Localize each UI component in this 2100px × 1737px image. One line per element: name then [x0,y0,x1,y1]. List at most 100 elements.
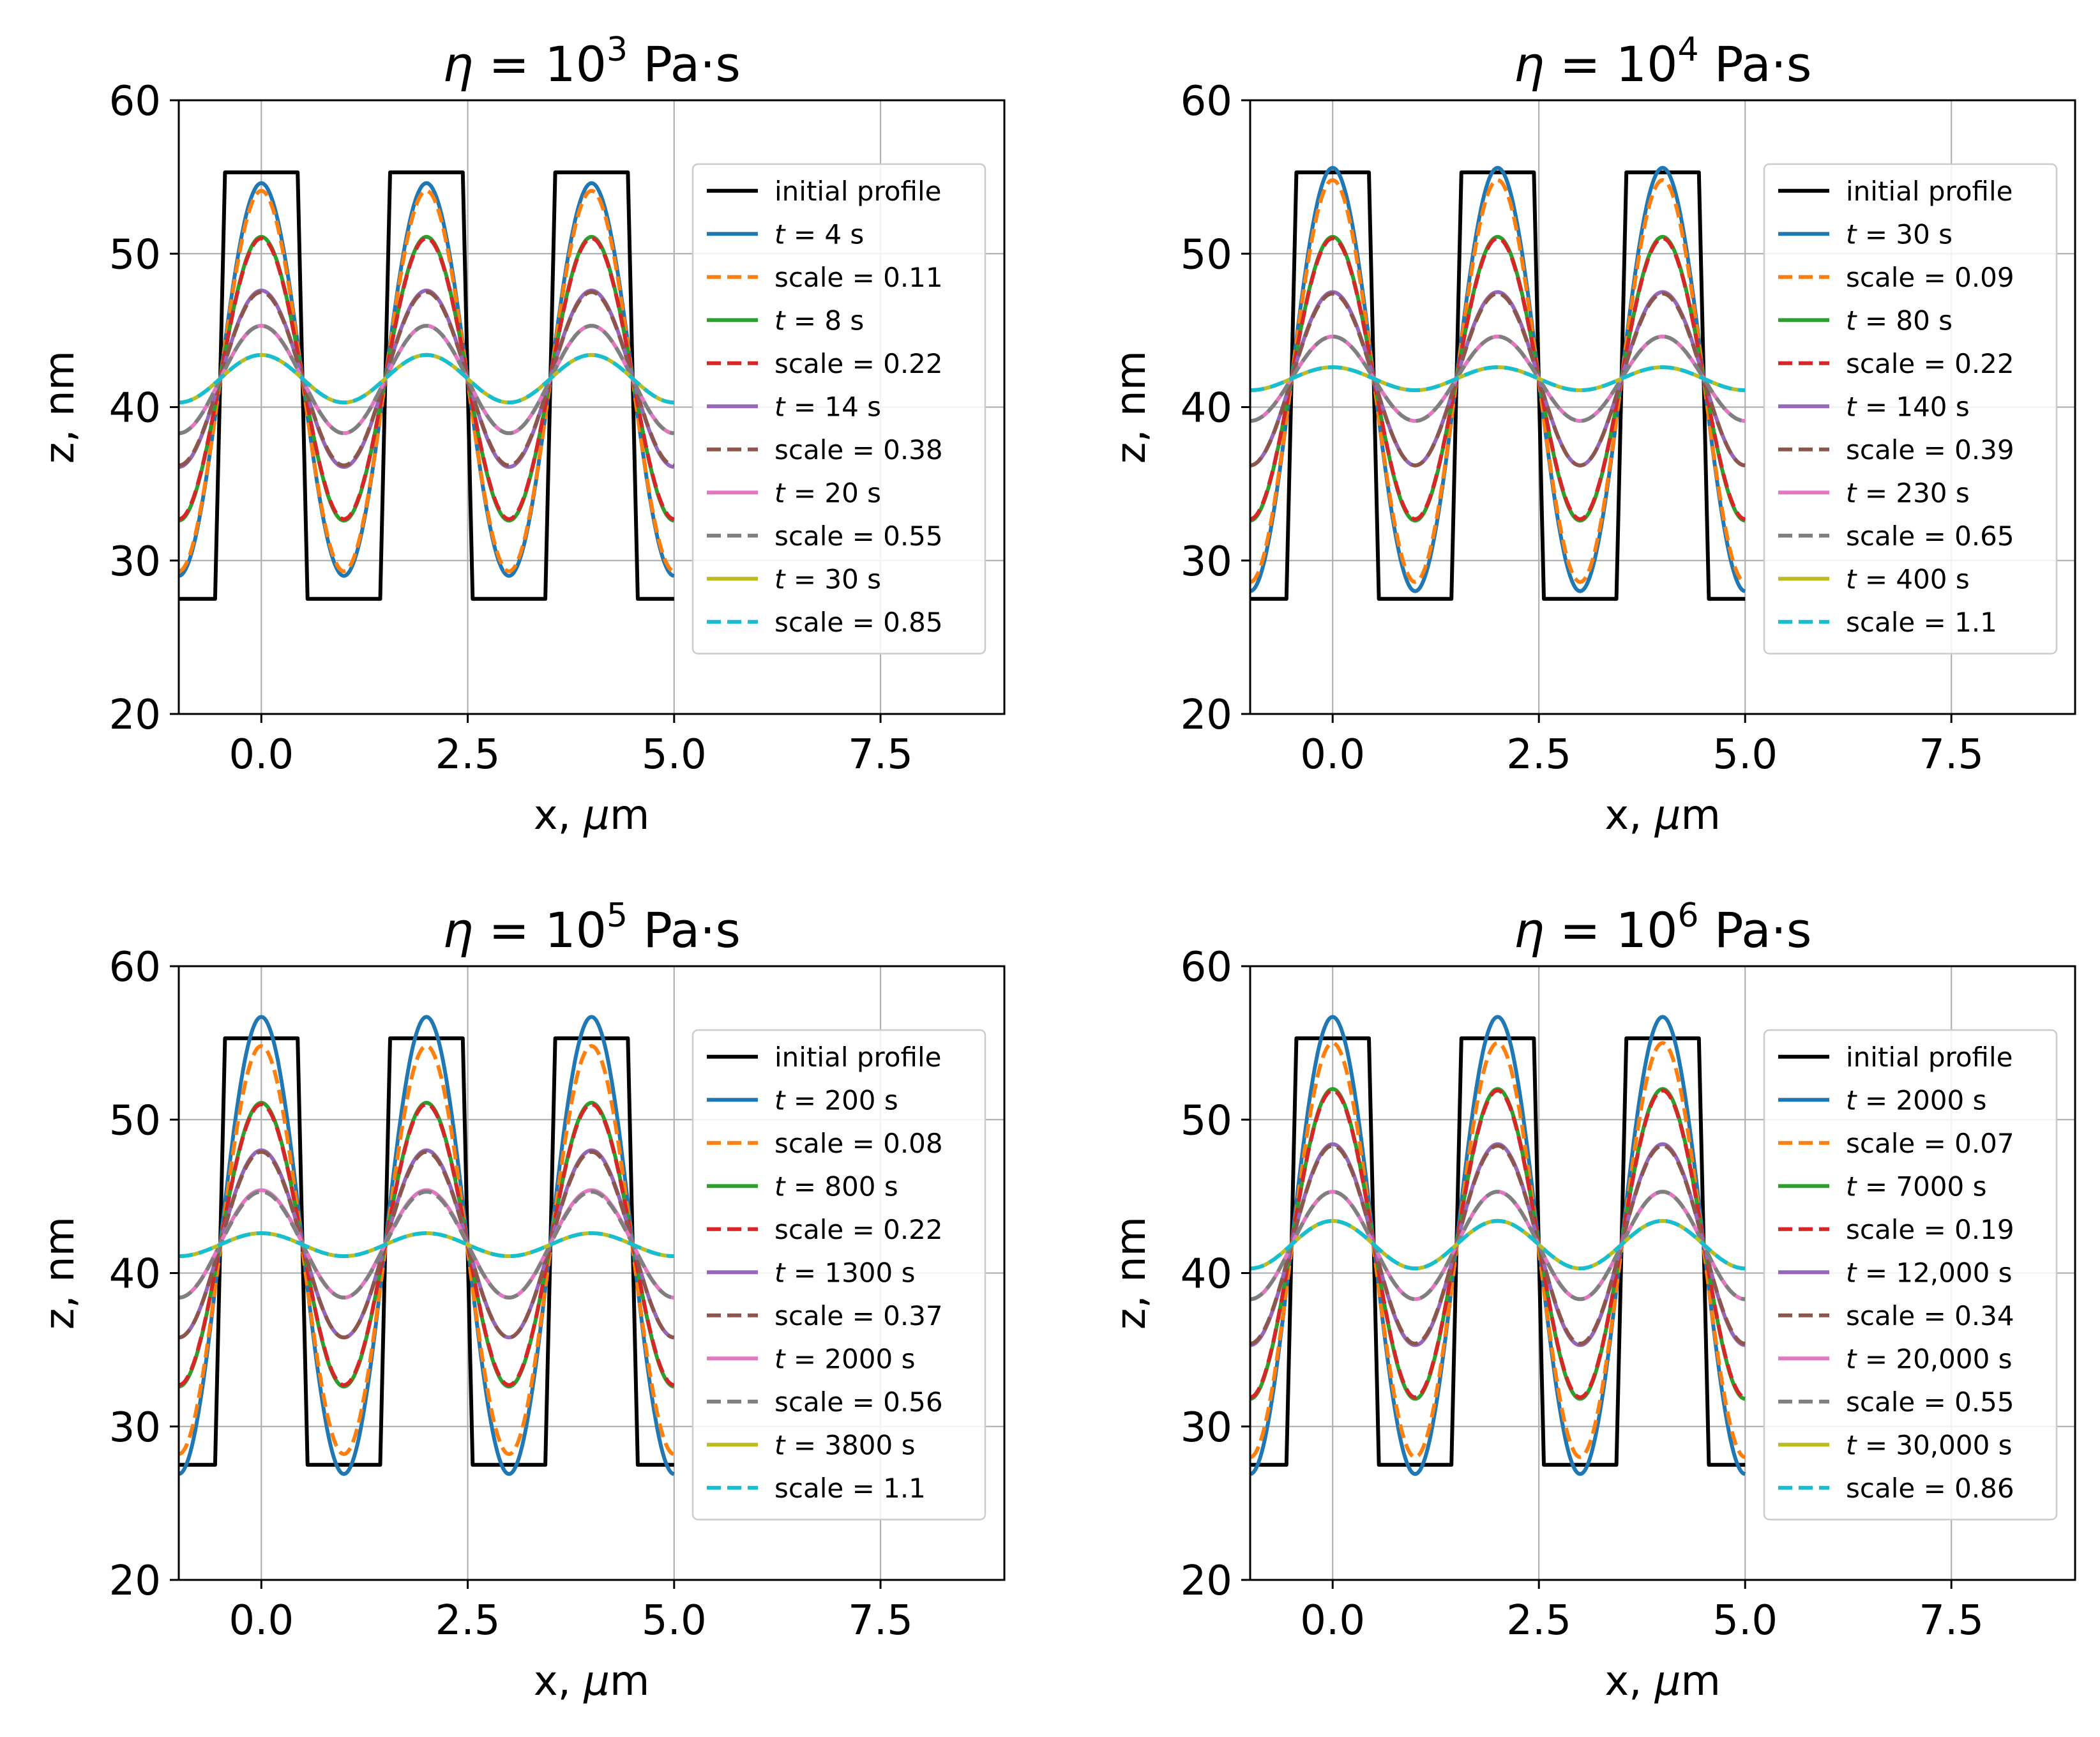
legend-label: initial profile [1846,176,2013,207]
y-tick-label: 20 [109,1558,161,1605]
x-axis-label: x, μm [1605,792,1721,839]
legend-label: t = 80 s [1846,305,1953,336]
legend-label: t = 800 s [774,1171,898,1202]
subplot-title: η = 103 Pa·s [442,31,741,93]
series-line-2 [1250,178,1746,584]
x-tick-label: 7.5 [1919,731,1984,778]
x-axis-label: x, μm [534,792,650,839]
y-tick-label: 20 [1181,1558,1232,1605]
y-axis-label: z, nm [1108,1217,1155,1330]
series-line-10 [179,1231,674,1259]
legend-label: t = 230 s [1846,477,1970,508]
x-tick-label: 5.0 [642,1597,707,1644]
legend-label: t = 140 s [1846,391,1970,422]
subplot-title: η = 105 Pa·s [442,897,741,959]
y-tick-label: 50 [109,231,161,278]
legend-label: t = 200 s [774,1084,898,1116]
legend-label: t = 2000 s [774,1343,915,1374]
y-tick-label: 20 [109,692,161,739]
legend-label: t = 1300 s [774,1257,915,1288]
subplot-4: 0.0 2.5 5.0 7.5 20 30 40 50 60 x, μm z, nm η = 106 … [1108,897,2076,1705]
legend-label: scale = 0.19 [1846,1214,2014,1245]
y-tick-label: 30 [109,538,161,586]
x-tick-label: 7.5 [848,731,913,778]
legend-label: t = 3800 s [774,1429,915,1460]
series-line-8 [179,324,674,436]
x-tick-label: 0.0 [1300,731,1365,778]
series-line-6 [1250,1144,1746,1346]
x-tick-label: 2.5 [1506,731,1571,778]
legend-label: scale = 0.55 [1846,1386,2014,1418]
y-tick-label: 30 [109,1404,161,1452]
initial-profile-line [1250,170,1746,601]
legend-label: t = 20 s [774,477,881,508]
legend-label: scale = 0.22 [774,348,943,379]
series-line-4 [1250,236,1746,521]
y-tick-label: 40 [1181,385,1232,432]
legend-label: scale = 0.07 [1846,1128,2014,1159]
curves [179,170,675,601]
legend-label: t = 20,000 s [1846,1343,2013,1374]
legend-label: scale = 0.55 [774,520,943,552]
y-tick-label: 40 [109,385,161,432]
series-line-4 [1250,1088,1746,1400]
legend-label: scale = 0.86 [1846,1473,2014,1504]
y-tick-label: 60 [109,78,161,125]
legend-label: scale = 0.34 [1846,1300,2014,1331]
legend-box [1763,1029,2058,1521]
legend-label: scale = 0.11 [774,262,943,293]
series-line-10 [1250,1218,1746,1271]
series-line-1 [179,181,675,578]
curves [179,1015,675,1476]
y-tick-label: 30 [1181,538,1232,586]
legend-label: scale = 0.65 [1846,520,2014,552]
series-line-4 [179,236,675,521]
legend: initial profile t = 2000 s scale = 0.07 t =… [1763,1029,2058,1521]
series-line-2 [179,188,675,573]
x-tick-label: 5.0 [1712,731,1778,778]
x-tick-label: 2.5 [435,1597,501,1644]
legend-box [691,163,986,655]
legend-label: t = 30 s [1846,218,1953,250]
y-tick-label: 50 [109,1097,161,1144]
series-line-6 [179,290,675,467]
y-tick-label: 60 [1181,78,1232,125]
legend-label: t = 30 s [774,563,881,595]
y-tick-label: 40 [1181,1251,1232,1298]
initial-profile-line [179,1036,674,1467]
initial-profile-line [1250,1036,1746,1467]
x-tick-label: 5.0 [1712,1597,1778,1644]
legend: initial profile t = 4 s scale = 0.11 t = 8 … [691,163,986,655]
y-tick-label: 60 [1181,944,1232,991]
y-axis-label: z, nm [1108,351,1155,464]
y-tick-label: 50 [1181,231,1232,278]
legend-label: initial profile [1846,1042,2013,1073]
legend-label: t = 12,000 s [1846,1257,2013,1288]
x-tick-label: 5.0 [642,731,707,778]
legend-label: initial profile [774,176,942,207]
y-tick-label: 40 [109,1251,161,1298]
legend-label: scale = 0.85 [774,607,943,638]
legend-label: t = 4 s [774,218,864,250]
x-tick-label: 2.5 [435,731,501,778]
legend-label: scale = 1.1 [1846,607,1997,638]
subplot-title: η = 106 Pa·s [1514,897,1812,959]
x-tick-label: 0.0 [229,1597,294,1644]
legend-label: t = 14 s [774,391,881,422]
legend-label: scale = 0.38 [774,434,943,466]
y-axis-label: z, nm [36,1217,84,1330]
legend: initial profile t = 30 s scale = 0.09 t = 8… [1763,163,2058,655]
curves [1250,1015,1746,1476]
y-tick-label: 30 [1181,1404,1232,1452]
series-line-10 [179,353,674,405]
subplot-3: 0.0 2.5 5.0 7.5 20 30 40 50 60 x, μm z, nm η = 105 … [36,897,1006,1705]
x-tick-label: 7.5 [1919,1597,1984,1644]
legend-label: scale = 0.08 [774,1128,943,1159]
series-line-2 [1250,1040,1746,1459]
legend-label: scale = 1.1 [774,1473,926,1504]
x-axis-label: x, μm [1605,1658,1721,1705]
legend-label: scale = 0.56 [774,1386,943,1418]
legend-box [1763,163,2058,655]
legend-label: scale = 0.22 [774,1214,943,1245]
